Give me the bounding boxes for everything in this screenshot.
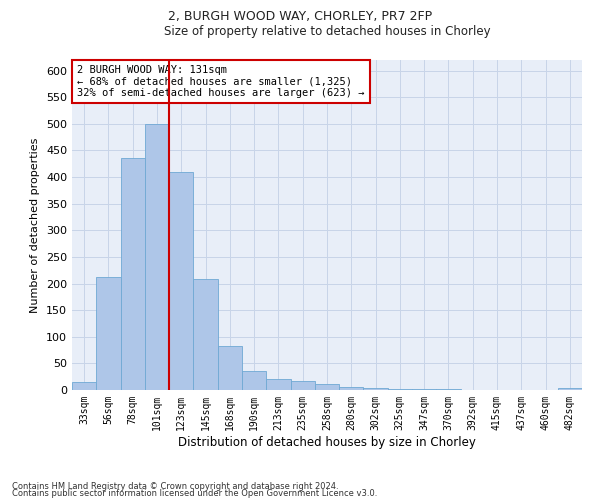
X-axis label: Distribution of detached houses by size in Chorley: Distribution of detached houses by size … [178,436,476,448]
Text: 2, BURGH WOOD WAY, CHORLEY, PR7 2FP: 2, BURGH WOOD WAY, CHORLEY, PR7 2FP [168,10,432,23]
Bar [242,371,266,390]
Bar [266,380,290,390]
Bar [193,280,218,390]
Bar [121,158,145,390]
Bar [72,382,96,390]
Bar [96,277,121,390]
Text: 2 BURGH WOOD WAY: 131sqm
← 68% of detached houses are smaller (1,325)
32% of sem: 2 BURGH WOOD WAY: 131sqm ← 68% of detach… [77,65,365,98]
Title: Size of property relative to detached houses in Chorley: Size of property relative to detached ho… [164,25,490,38]
Bar [218,346,242,390]
Bar [169,172,193,390]
Bar [339,388,364,390]
Bar [558,388,582,390]
Bar [364,388,388,390]
Y-axis label: Number of detached properties: Number of detached properties [31,138,40,312]
Text: Contains public sector information licensed under the Open Government Licence v3: Contains public sector information licen… [12,490,377,498]
Bar [145,124,169,390]
Bar [290,382,315,390]
Text: Contains HM Land Registry data © Crown copyright and database right 2024.: Contains HM Land Registry data © Crown c… [12,482,338,491]
Bar [315,384,339,390]
